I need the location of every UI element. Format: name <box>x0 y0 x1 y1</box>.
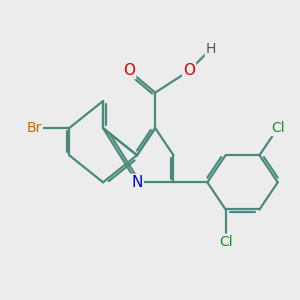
Text: Cl: Cl <box>219 235 232 249</box>
Text: O: O <box>123 63 135 78</box>
Text: N: N <box>131 175 143 190</box>
Text: H: H <box>206 42 216 56</box>
Text: O: O <box>183 63 195 78</box>
Text: Cl: Cl <box>271 121 285 135</box>
Text: Br: Br <box>27 121 42 135</box>
